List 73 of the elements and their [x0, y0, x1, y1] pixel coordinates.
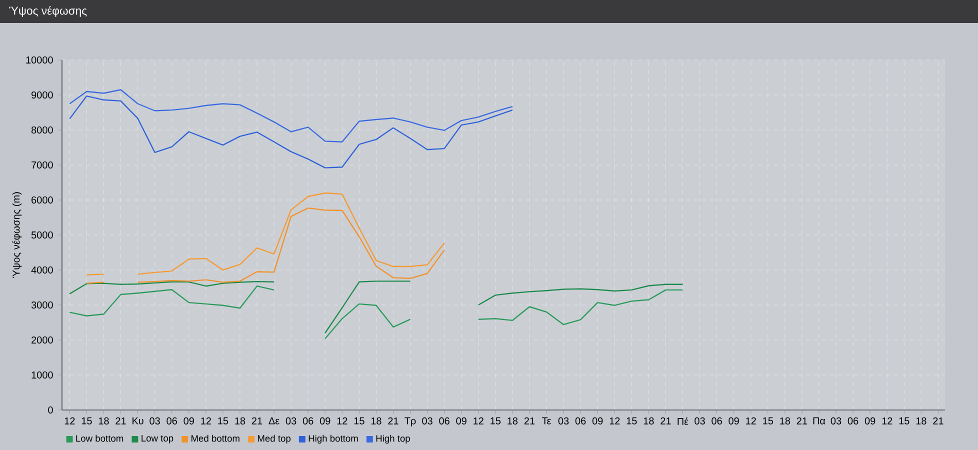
y-tick-label: 3000	[31, 301, 53, 309]
y-tick-label: 0	[48, 406, 53, 414]
x-tick-label: 06	[848, 417, 858, 424]
y-tick-label: 7000	[32, 161, 53, 169]
x-tick-label: 09	[456, 417, 466, 424]
x-tick-label: 15	[626, 417, 637, 424]
x-tick-label: 21	[116, 417, 126, 424]
line-series	[69, 89, 514, 142]
y-tick-label: 5000	[31, 231, 53, 239]
x-tick-label: 03	[694, 417, 705, 424]
x-tick-label: Δε	[268, 417, 280, 424]
x-tick-label: Τρ	[404, 417, 416, 426]
x-tick-label: 06	[575, 417, 586, 424]
x-tick-label: 15	[82, 417, 92, 424]
x-tick-label: 12	[610, 417, 620, 424]
y-tick-label: 2000	[32, 336, 53, 344]
line-series	[69, 95, 514, 168]
x-tick-label: 09	[864, 417, 876, 424]
x-tick-label: 03	[422, 417, 432, 424]
x-tick-label: 18	[371, 417, 382, 424]
x-tick-label: 12	[474, 417, 484, 424]
y-tick-label: 4000	[31, 266, 53, 274]
x-tick-label: 21	[524, 417, 535, 424]
y-tick-label: 8000	[31, 126, 53, 134]
x-tick-label: 09	[728, 417, 739, 424]
x-tick-label: 06	[439, 417, 450, 424]
y-tick-label: 9000	[32, 91, 53, 99]
x-tick-label: 06	[166, 417, 177, 424]
x-tick-label: 15	[763, 417, 774, 424]
x-tick-label: 09	[320, 417, 330, 424]
x-tick-label: 15	[899, 417, 910, 424]
x-tick-label: 21	[660, 417, 671, 424]
x-tick-label: 12	[201, 417, 211, 424]
legend-label: Low bottom	[76, 434, 124, 442]
x-tick-label: Πέ	[678, 417, 688, 426]
x-tick-label: 15	[354, 417, 364, 424]
x-tick-label: 12	[337, 417, 348, 424]
legend-label: High bottom	[308, 434, 358, 444]
x-tick-label: 21	[796, 417, 808, 424]
y-tick-label: 6000	[32, 196, 53, 204]
x-tick-label: 18	[235, 417, 246, 424]
x-tick-label: Τε	[542, 417, 552, 424]
x-tick-label: 12	[64, 417, 75, 424]
x-tick-label: 21	[933, 417, 944, 424]
y-tick-label: 1000	[32, 371, 53, 379]
x-tick-label: 18	[780, 417, 790, 424]
x-tick-label: 15	[490, 417, 501, 424]
x-tick-label: 15	[218, 417, 228, 424]
x-tick-label: 03	[830, 417, 842, 424]
x-tick-label: 09	[184, 417, 194, 424]
x-tick-label: 03	[286, 417, 296, 424]
legend-label: High top	[376, 434, 410, 444]
x-tick-label: 21	[388, 417, 398, 424]
chart-title: Ύψος νέφωσης	[9, 6, 87, 17]
x-tick-label: 09	[592, 417, 603, 424]
legend-label: Low top	[142, 435, 174, 444]
legend-label: Med top	[258, 434, 291, 444]
x-tick-label: 18	[644, 417, 654, 424]
x-tick-label: 03	[558, 417, 569, 424]
x-tick-label: 18	[98, 417, 109, 424]
x-tick-label: 12	[746, 417, 756, 424]
x-tick-label: 06	[302, 417, 314, 424]
x-tick-label: 03	[150, 417, 160, 424]
legend-label: Med bottom	[192, 434, 240, 442]
x-tick-label: 21	[252, 417, 262, 424]
y-tick-label: 10000	[26, 56, 53, 64]
x-tick-label: 18	[508, 417, 518, 424]
x-tick-label: 12	[882, 417, 892, 424]
x-tick-label: 18	[916, 417, 926, 424]
y-axis-title: Ύψος νέφωσης (m)	[12, 192, 22, 278]
x-tick-label: Κυ	[132, 417, 144, 424]
x-tick-label: Πα	[813, 417, 826, 424]
x-tick-label: 06	[712, 417, 722, 424]
